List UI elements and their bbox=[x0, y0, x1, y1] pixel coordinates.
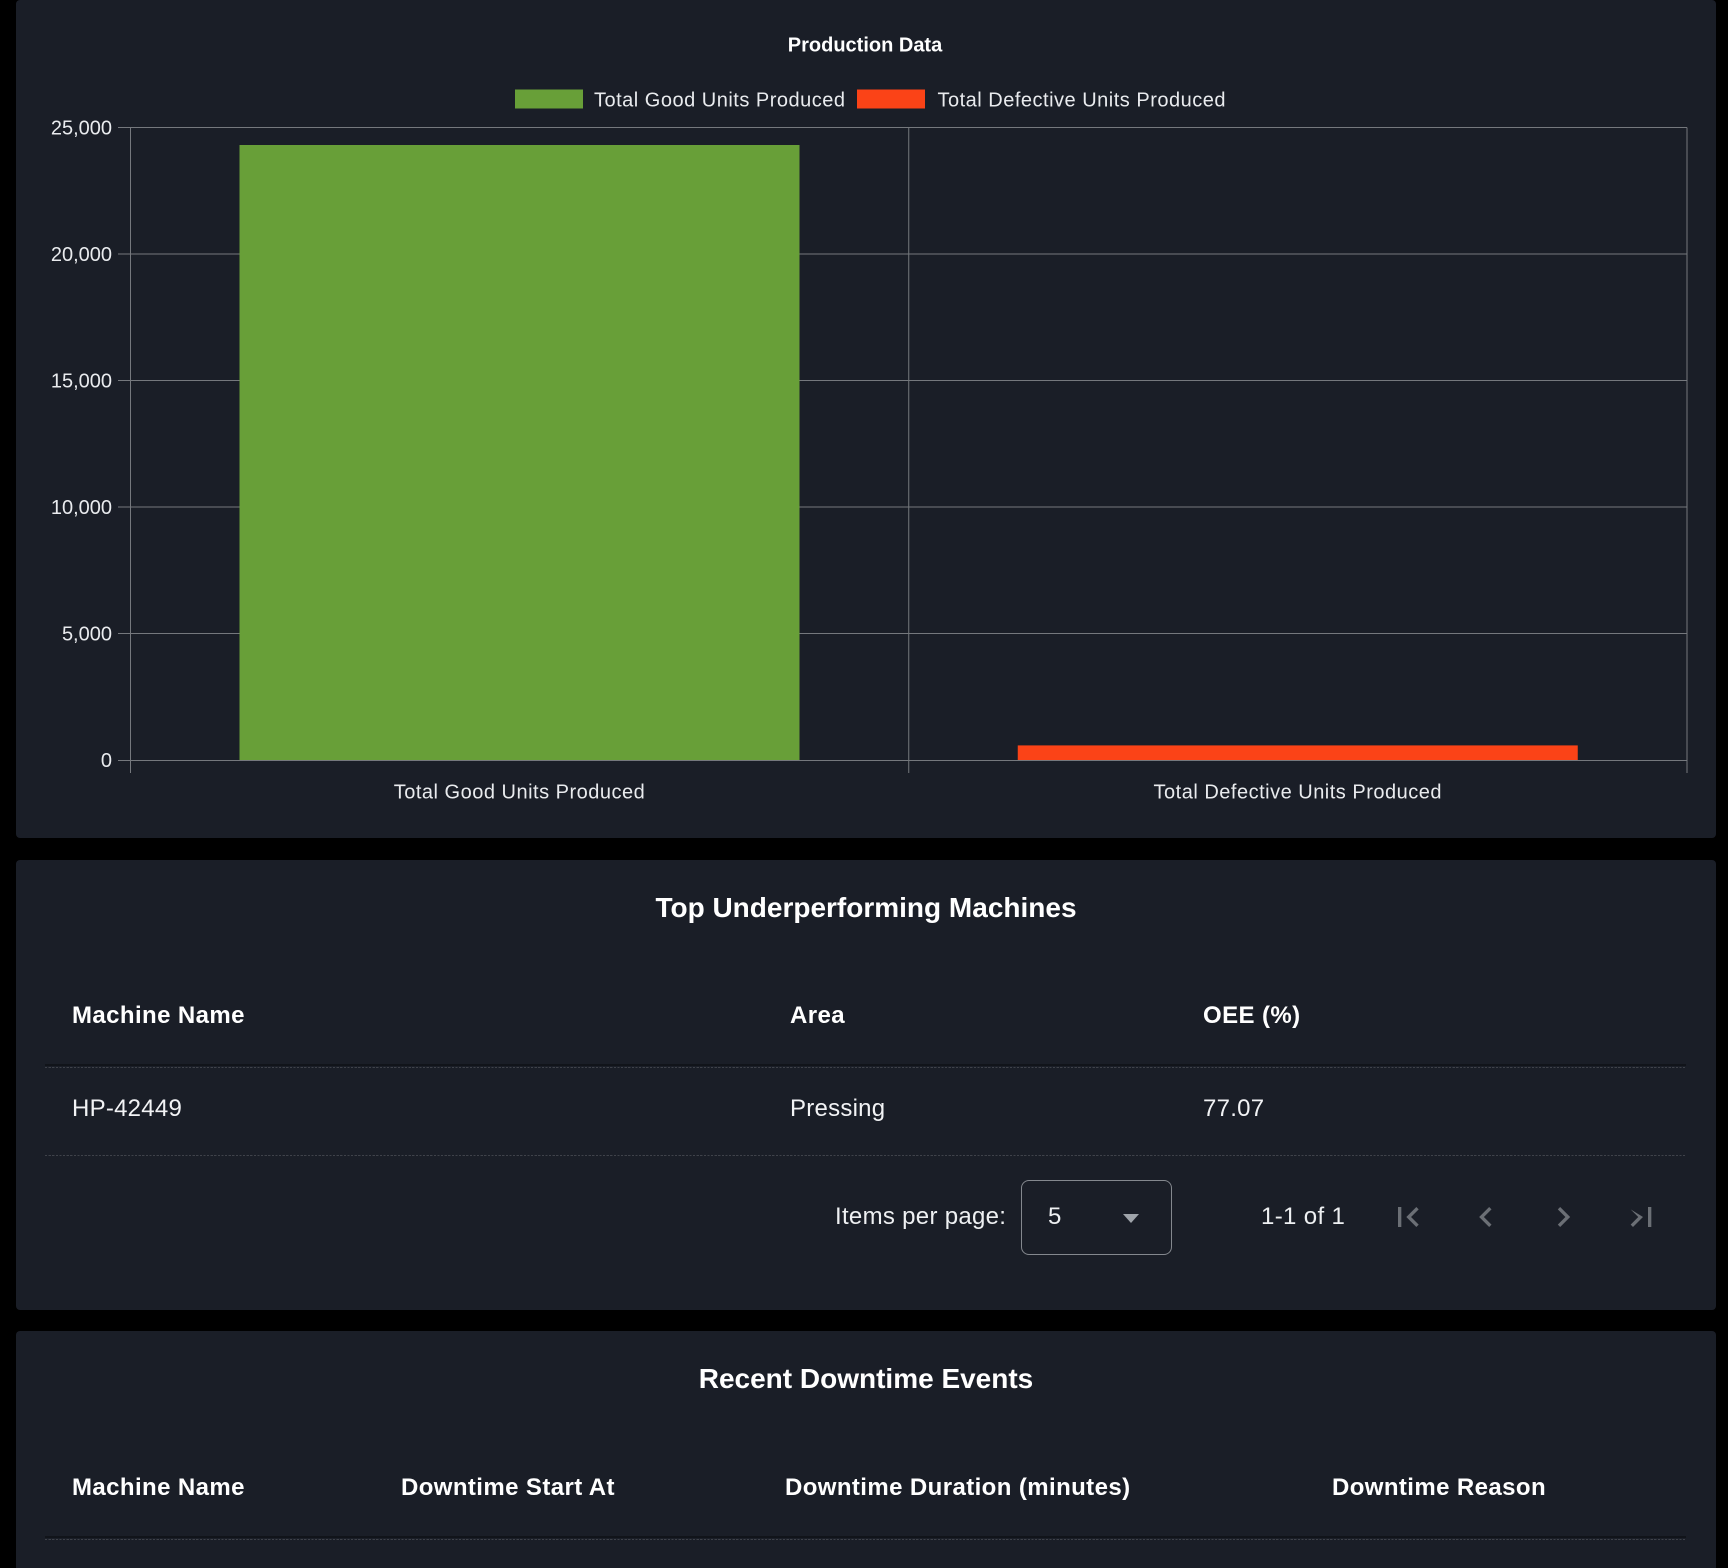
svg-text:20,000: 20,000 bbox=[51, 244, 112, 266]
svg-text:5,000: 5,000 bbox=[62, 624, 112, 646]
svg-text:Total Good Units Produced: Total Good Units Produced bbox=[594, 90, 846, 112]
svg-text:Total Good Units Produced: Total Good Units Produced bbox=[394, 782, 646, 804]
svg-text:10,000: 10,000 bbox=[51, 497, 112, 519]
svg-text:Total Defective Units Produced: Total Defective Units Produced bbox=[938, 90, 1226, 112]
svg-text:25,000: 25,000 bbox=[51, 118, 112, 140]
svg-text:Production Data: Production Data bbox=[788, 34, 943, 56]
svg-text:15,000: 15,000 bbox=[51, 371, 112, 393]
svg-text:0: 0 bbox=[101, 750, 112, 772]
svg-text:Total Defective Units Produced: Total Defective Units Produced bbox=[1154, 782, 1442, 804]
